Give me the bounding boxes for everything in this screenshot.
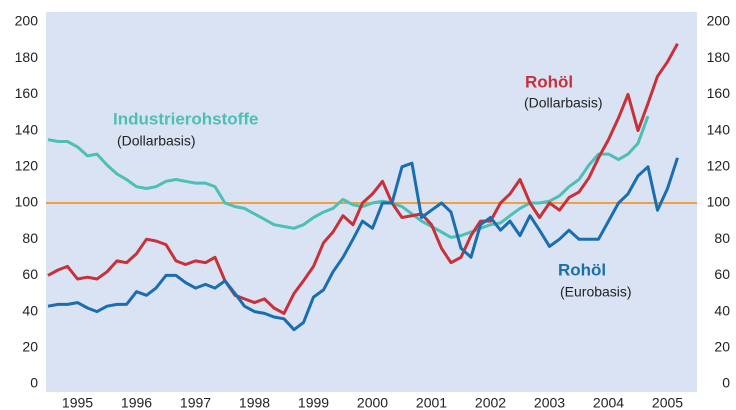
y-tick-label: 0 (30, 375, 38, 391)
y2-tick-label: 180 (707, 49, 731, 65)
y2-tick-label: 60 (714, 266, 730, 282)
y-tick-label: 20 (22, 339, 38, 355)
x-tick-label: 2004 (593, 395, 624, 410)
y-tick-label: 80 (22, 230, 38, 246)
y-tick-label: 60 (22, 266, 38, 282)
y2-tick-label: 140 (707, 121, 731, 137)
y2-tick-label: 200 (707, 13, 731, 29)
series-note: (Dollarbasis) (117, 133, 196, 149)
series-label: Rohöl (525, 72, 573, 91)
x-tick-label: 2002 (475, 395, 506, 410)
y-tick-label: 180 (15, 49, 39, 65)
series-label: Industrierohstoffe (113, 109, 258, 128)
x-tick-label: 2001 (416, 395, 447, 410)
x-tick-label: 2005 (652, 395, 683, 410)
y2-tick-label: 160 (707, 85, 731, 101)
y2-tick-label: 80 (714, 230, 730, 246)
series-line (47, 115, 650, 239)
x-tick-label: 1995 (62, 395, 93, 410)
y2-tick-label: 40 (714, 302, 730, 318)
y2-tick-label: 0 (722, 375, 730, 391)
y-tick-label: 200 (15, 13, 39, 29)
x-tick-label: 1997 (180, 395, 211, 410)
y2-tick-label: 100 (707, 194, 731, 210)
x-tick-label: 1996 (121, 395, 152, 410)
series-line (47, 157, 679, 332)
y-tick-label: 40 (22, 302, 38, 318)
series-label: Rohöl (558, 260, 606, 279)
y2-tick-label: 120 (707, 158, 731, 174)
series-note: (Dollarbasis) (524, 95, 603, 111)
y-tick-label: 160 (15, 85, 39, 101)
y-tick-label: 120 (15, 158, 39, 174)
x-tick-label: 2003 (534, 395, 565, 410)
series-line (47, 42, 679, 315)
series-note: (Eurobasis) (560, 284, 632, 300)
x-tick-label: 1998 (239, 395, 270, 410)
y-tick-label: 140 (15, 121, 39, 137)
y2-tick-label: 20 (714, 339, 730, 355)
y-tick-label: 100 (15, 194, 39, 210)
x-tick-label: 1999 (298, 395, 329, 410)
x-tick-label: 2000 (357, 395, 388, 410)
